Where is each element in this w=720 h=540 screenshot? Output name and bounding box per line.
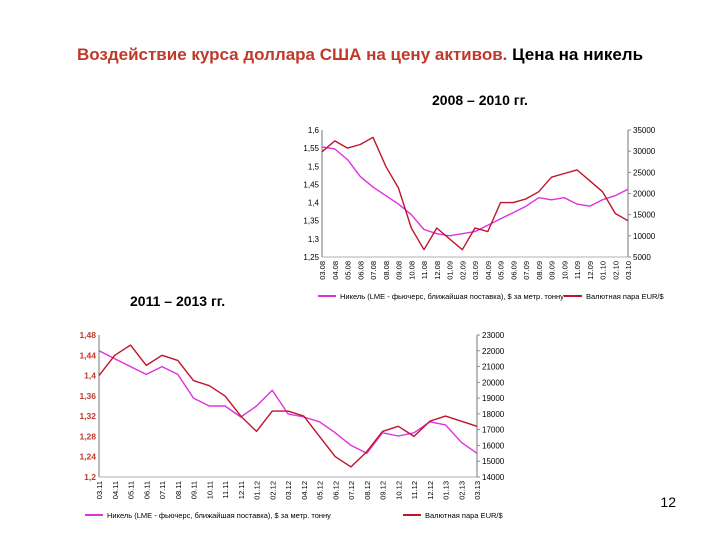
x-tick-label: 10.12: [394, 481, 403, 500]
x-tick-label: 03.13: [473, 481, 482, 500]
x-tick-label: 02.13: [457, 481, 466, 500]
right-tick-label: 20000: [633, 190, 656, 199]
x-tick-label: 12.08: [433, 261, 442, 280]
x-tick-label: 07.08: [369, 261, 378, 280]
left-tick-label: 1,45: [303, 180, 319, 189]
left-tick-label: 1,4: [84, 371, 96, 381]
right-tick-label: 25000: [633, 168, 656, 177]
right-tick-label: 35000: [633, 126, 656, 135]
left-tick-label: 1,3: [308, 235, 320, 244]
x-tick-label: 07.11: [158, 481, 167, 499]
x-tick-label: 04.09: [484, 261, 493, 280]
x-tick-label: 03.12: [284, 481, 293, 500]
legend-label-eurusd: Валютная пара EUR/$: [586, 292, 664, 301]
left-tick-label: 1,5: [308, 162, 320, 171]
left-tick-label: 1,25: [303, 253, 319, 262]
right-tick-label: 22000: [482, 347, 505, 356]
x-tick-label: 08.12: [363, 481, 372, 500]
x-tick-label: 07.09: [522, 261, 531, 280]
x-tick-label: 10.08: [407, 261, 416, 280]
eurusd-series-line: [98, 344, 478, 468]
left-tick-label: 1,4: [308, 199, 320, 208]
x-tick-label: 03.11: [95, 481, 104, 499]
x-tick-label: 10.09: [560, 261, 569, 280]
right-tick-label: 15000: [633, 211, 656, 220]
nickel-series-line: [321, 146, 629, 237]
chart2-subtitle: 2011 – 2013 гг.: [130, 293, 226, 309]
x-tick-label: 06.11: [142, 481, 151, 499]
x-tick-label: 06.12: [331, 481, 340, 500]
x-tick-label: 01.10: [599, 261, 608, 280]
right-tick-label: 20000: [482, 378, 505, 387]
title-plain: Цена на никель: [507, 45, 644, 64]
x-tick-label: 04.12: [300, 481, 309, 500]
x-tick-label: 10.11: [205, 481, 214, 499]
x-tick-label: 11.08: [420, 261, 429, 279]
x-tick-label: 05.08: [344, 261, 353, 280]
x-tick-label: 04.11: [111, 481, 120, 499]
chart-2008-2010: 1,6 1,55 1,5 1,45 1,4 1,35 1,3 1,25 35000 30000 25…: [303, 126, 664, 301]
x-tick-label: 02.10: [611, 261, 620, 280]
x-tick-label: 05.11: [127, 481, 136, 499]
x-tick-label: 11.12: [410, 481, 419, 499]
right-tick-label: 16000: [482, 441, 505, 450]
x-tick-label: 09.09: [548, 261, 557, 280]
right-tick-label: 15000: [482, 457, 505, 466]
right-tick-label: 14000: [482, 473, 505, 482]
x-tick-label: 03.10: [624, 261, 633, 280]
legend-label-nickel: Никель (LME - фьючерс, ближайшая поставк…: [107, 511, 331, 520]
x-tick-label: 12.09: [586, 261, 595, 280]
x-tick-label: 09.11: [190, 481, 199, 499]
x-tick-label: 04.08: [331, 261, 340, 280]
x-tick-label: 06.08: [356, 261, 365, 280]
right-tick-label: 10000: [633, 232, 656, 241]
x-tick-label: 05.12: [316, 481, 325, 500]
eurusd-series-line: [321, 136, 629, 251]
left-tick-label: 1,35: [303, 217, 319, 226]
x-tick-label: 09.08: [395, 261, 404, 280]
left-tick-label: 1,28: [79, 431, 96, 441]
x-tick-label: 07.12: [347, 481, 356, 500]
left-tick-label: 1,48: [79, 330, 96, 340]
page-number: 12: [660, 494, 676, 510]
x-tick-label: 03.09: [471, 261, 480, 280]
right-tick-label: 23000: [482, 331, 505, 340]
left-tick-label: 1,32: [79, 411, 96, 421]
chart-2011-2013: 1,48 1,44 1,4 1,36 1,32 1,28 1,24 1,2 23000 22000…: [79, 330, 505, 520]
right-tick-label: 30000: [633, 147, 656, 156]
chart1-subtitle: 2008 – 2010 гг.: [432, 92, 528, 108]
x-tick-label: 12.11: [237, 481, 246, 499]
x-tick-label: 11.09: [573, 261, 582, 279]
x-tick-label: 09.12: [379, 481, 388, 500]
x-tick-label: 05.09: [497, 261, 506, 280]
x-tick-label: 08.08: [382, 261, 391, 280]
right-tick-label: 17000: [482, 426, 505, 435]
left-tick-label: 1,2: [84, 472, 96, 482]
title-accent: Воздействие курса доллара США на цену ак…: [76, 45, 508, 64]
left-tick-label: 1,6: [308, 126, 320, 135]
x-tick-label: 02.12: [268, 481, 277, 500]
x-tick-label: 06.09: [509, 261, 518, 280]
x-tick-label: 08.11: [174, 481, 183, 499]
x-tick-label: 02.09: [458, 261, 467, 280]
x-tick-label: 01.09: [446, 261, 455, 280]
legend-label-eurusd: Валютная пара EUR/$: [425, 511, 503, 520]
right-tick-label: 5000: [633, 253, 651, 262]
x-tick-label: 03.08: [318, 261, 327, 280]
right-tick-label: 21000: [482, 363, 505, 372]
legend-label-nickel: Никель (LME - фьючерс, ближайшая поставк…: [340, 292, 564, 301]
x-tick-label: 01.13: [442, 481, 451, 500]
x-tick-label: 08.09: [535, 261, 544, 280]
x-tick-label: 11.11: [221, 481, 230, 499]
left-tick-label: 1,55: [303, 144, 319, 153]
nickel-series-line: [98, 350, 478, 455]
left-tick-label: 1,36: [79, 391, 96, 401]
left-tick-label: 1,44: [79, 350, 96, 360]
x-tick-label: 01.12: [253, 481, 262, 500]
slide-title: Воздействие курса доллара США на цену ак…: [40, 44, 680, 66]
x-tick-label: 12.12: [426, 481, 435, 500]
right-tick-label: 18000: [482, 410, 505, 419]
left-tick-label: 1,24: [79, 452, 96, 462]
right-tick-label: 19000: [482, 394, 505, 403]
